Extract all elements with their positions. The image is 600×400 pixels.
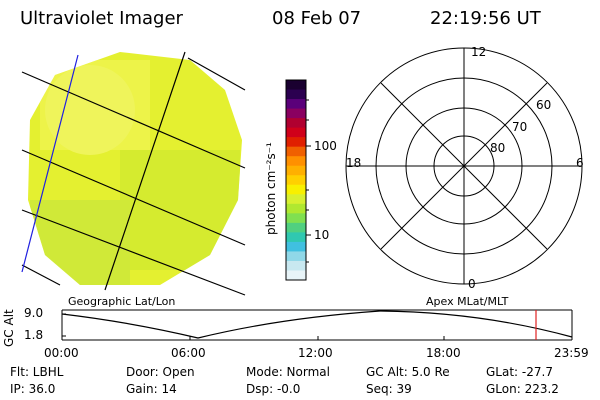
orbit-x-tick-0000: 00:00 (44, 346, 79, 360)
colorbar-band (286, 251, 306, 262)
mlt-label-12: 12 (471, 45, 487, 59)
polar-panel-label: Apex MLat/MLT (426, 295, 509, 308)
mlt-label-0: 0 (468, 277, 476, 291)
footer-dsp: Dsp: -0.0 (246, 382, 301, 396)
orbit-altitude-curve (61, 310, 573, 339)
footer-glon: GLon: 223.2 (486, 382, 559, 396)
orbit-x-tick-2359: 23:59 (554, 346, 589, 360)
footer-gc-alt: GC Alt: 5.0 Re (366, 365, 450, 379)
geo-panel-label: Geographic Lat/Lon (68, 295, 176, 308)
footer-gain: Gain: 14 (126, 382, 177, 396)
colorbar-band (286, 232, 306, 243)
colorbar-band (286, 99, 306, 110)
orbit-x-tick-1800: 18:00 (426, 346, 461, 360)
uv-image-disk (28, 52, 242, 285)
footer-seq: Seq: 39 (366, 382, 412, 396)
colorbar-band (286, 146, 306, 157)
colorbar-band (286, 222, 306, 233)
colorbar-unit-label: photon cm⁻²s⁻¹ (264, 142, 278, 235)
mlat-label-80: 80 (490, 141, 506, 155)
colorbar-band (286, 137, 306, 148)
colorbar-band (286, 184, 306, 195)
mlt-label-6: 6 (576, 156, 584, 170)
colorbar-label-100: 100 (314, 139, 337, 153)
orbit-x-tick-1200: 12:00 (298, 346, 333, 360)
geo-meridian-blue (21, 54, 79, 273)
colorbar-band (286, 80, 306, 91)
colorbar-band (286, 213, 306, 224)
footer-filter: Flt: LBHL (10, 365, 64, 379)
date-label: 08 Feb 07 (272, 8, 362, 29)
colorbar-band (286, 108, 306, 119)
footer-glat: GLat: -27.7 (486, 365, 553, 379)
colorbar-band (286, 194, 306, 205)
colorbar-label-10: 10 (314, 228, 330, 242)
mlt-label-18: 18 (346, 156, 362, 170)
colorbar-band (286, 156, 306, 167)
orbit-y-tick-9: 9.0 (24, 306, 44, 320)
orbit-x-tick-0600: 06:00 (171, 346, 206, 360)
orbit-y-tick-1-8: 1.8 (24, 328, 44, 342)
polar-plot (345, 47, 583, 285)
colorbar (286, 80, 306, 281)
colorbar-band (286, 165, 306, 176)
colorbar-band (286, 241, 306, 252)
orbit-y-axis-label: GC Alt (2, 309, 16, 347)
colorbar-frame (285, 79, 307, 281)
footer-mode: Mode: Normal (246, 365, 330, 379)
footer-door: Door: Open (126, 365, 195, 379)
time-label: 22:19:56 UT (430, 8, 541, 29)
geo-grid-lines (21, 51, 246, 296)
colorbar-band (286, 118, 306, 129)
colorbar-band (286, 127, 306, 138)
instrument-title: Ultraviolet Imager (20, 8, 183, 29)
colorbar-band (286, 89, 306, 100)
colorbar-band (286, 270, 306, 281)
colorbar-band (286, 260, 306, 271)
colorbar-band (286, 203, 306, 214)
footer-ip: IP: 36.0 (10, 382, 56, 396)
mlat-label-60: 60 (536, 98, 552, 112)
mlat-label-70: 70 (512, 120, 528, 134)
orbit-plot (61, 309, 573, 341)
colorbar-band (286, 175, 306, 186)
